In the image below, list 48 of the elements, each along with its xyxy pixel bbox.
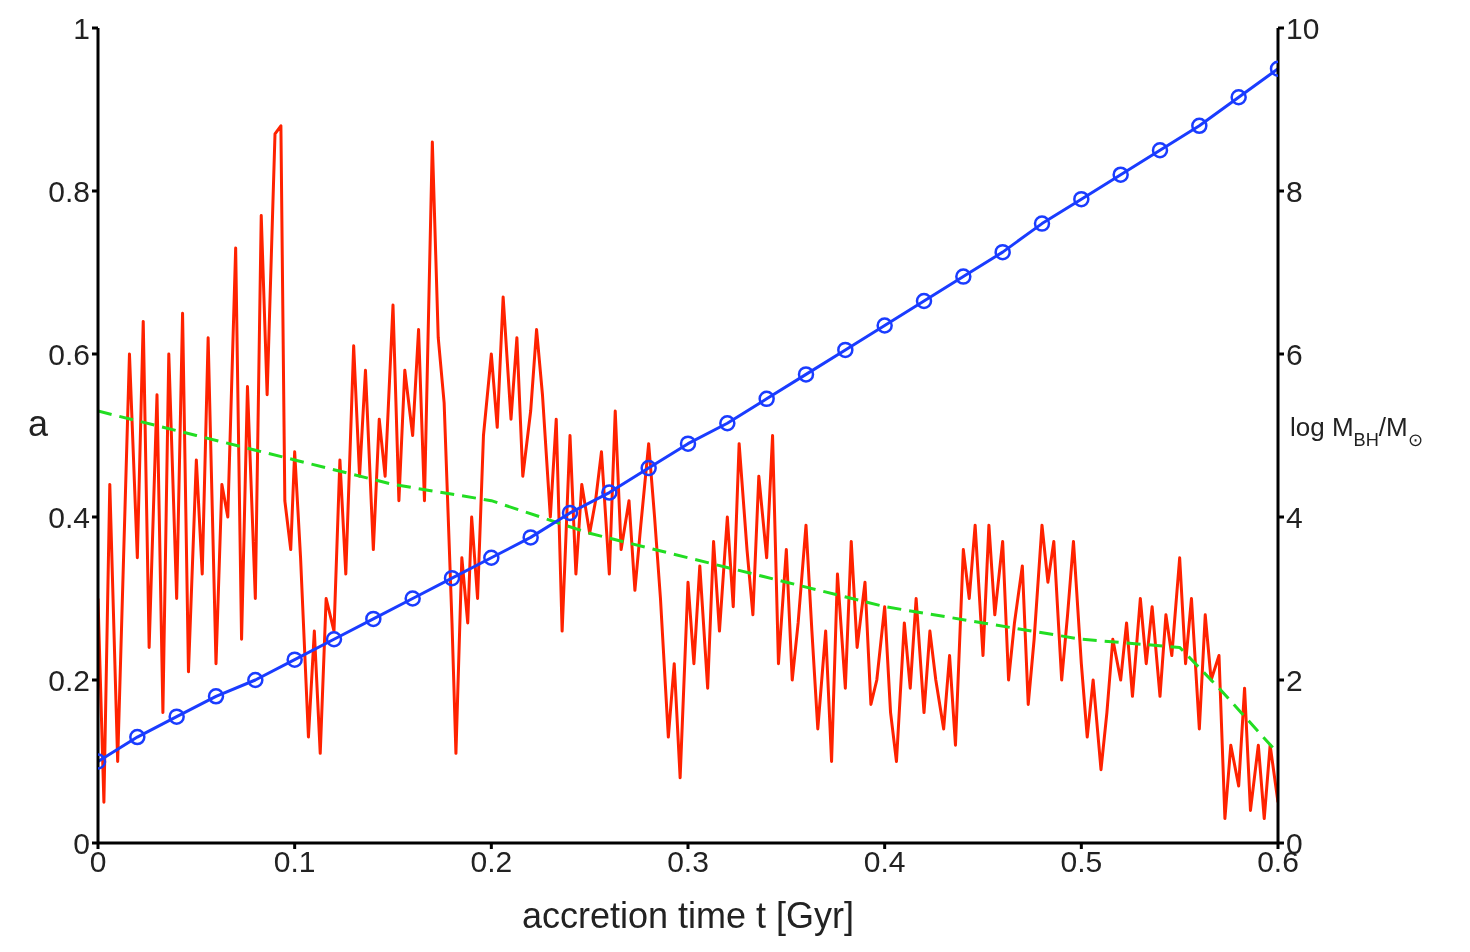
- point: [994, 243, 1011, 261]
- point: [797, 366, 815, 383]
- y-tick-label: 0.8: [48, 174, 90, 208]
- point: [247, 671, 264, 689]
- point: [955, 268, 972, 285]
- point: [719, 415, 736, 432]
- y-axis-title: a: [27, 402, 49, 444]
- point: [1112, 166, 1129, 183]
- point: [915, 292, 933, 310]
- point: [325, 631, 343, 648]
- point: [601, 484, 618, 501]
- point: [168, 708, 185, 725]
- point: [483, 549, 500, 566]
- point: [286, 651, 303, 668]
- y-tick-label: 0.2: [48, 663, 90, 697]
- point: [365, 610, 382, 628]
- y2-tick-label: 4: [1286, 500, 1303, 534]
- point: [640, 459, 657, 477]
- y-tick-label: 0.6: [48, 337, 90, 371]
- x-tick-label: 0.4: [863, 845, 906, 879]
- x-axis-title: accretion time t [Gyr]: [521, 895, 855, 936]
- y2-tick-label: 6: [1286, 337, 1303, 371]
- y2-tick-label: 10: [1286, 11, 1320, 45]
- line-series: [98, 124, 1278, 821]
- point: [1073, 190, 1090, 208]
- x-tick-label: 0.2: [470, 845, 513, 879]
- point: [404, 590, 421, 607]
- x-tick-label: 0.3: [667, 845, 709, 879]
- y-tick-label: 1: [73, 11, 90, 45]
- point: [876, 317, 893, 334]
- point: [758, 390, 775, 408]
- point: [561, 504, 579, 522]
- point: [1230, 89, 1247, 106]
- y2-tick-label: 2: [1286, 663, 1303, 697]
- point: [837, 341, 854, 359]
- point: [1033, 215, 1051, 232]
- point: [1191, 117, 1208, 135]
- y-tick-label: 0.4: [48, 500, 90, 534]
- y2-tick-label: 8: [1286, 174, 1303, 208]
- point: [522, 529, 539, 546]
- point: [443, 569, 461, 587]
- point: [207, 688, 225, 705]
- x-tick-label: 0.1: [273, 845, 316, 879]
- point: [679, 435, 697, 452]
- y2-axis-title: log M$_{BH}$/M$_{⊙}$: [1290, 411, 1423, 450]
- point: [1151, 142, 1169, 159]
- point: [129, 728, 146, 746]
- x-tick-label: 0.5: [1060, 845, 1103, 879]
